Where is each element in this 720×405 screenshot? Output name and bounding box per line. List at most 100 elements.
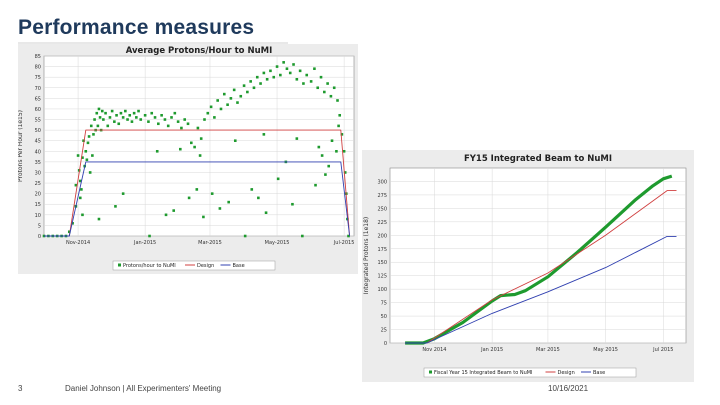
series-line: [405, 235, 677, 344]
x-tick-label: May 2015: [593, 347, 618, 353]
data-point: [187, 196, 191, 200]
data-point: [67, 230, 71, 234]
legend: Fiscal Year 15 Integrated Beam to NuMI De…: [423, 367, 637, 378]
page-number: 3: [18, 384, 23, 393]
y-tick-label: 70: [35, 86, 41, 92]
data-point: [285, 67, 289, 71]
data-point: [132, 111, 136, 115]
slide-title: Performance measures: [18, 16, 255, 39]
data-point: [98, 116, 102, 119]
data-point: [202, 215, 205, 219]
title-divider: [18, 42, 288, 44]
legend-label: Base: [233, 263, 245, 269]
series-line: [405, 174, 673, 345]
data-point: [298, 69, 302, 73]
data-point: [243, 234, 247, 238]
data-point: [292, 63, 295, 66]
data-point: [78, 179, 82, 183]
legend-label: Design: [197, 263, 214, 269]
data-point: [316, 86, 320, 90]
y-tick-label: 125: [377, 274, 387, 280]
data-point: [309, 80, 313, 83]
data-point: [332, 86, 336, 90]
data-point: [128, 113, 132, 117]
data-point: [264, 211, 268, 215]
data-point: [301, 234, 304, 238]
footer-date: 10/16/2021: [548, 384, 589, 393]
y-tick-label: 45: [35, 139, 41, 145]
data-point: [269, 69, 272, 73]
data-point: [137, 109, 140, 113]
data-point: [78, 196, 82, 200]
data-point: [226, 103, 229, 107]
y-tick-label: 0: [38, 234, 41, 240]
data-point: [347, 234, 350, 238]
data-point: [119, 111, 123, 115]
data-point: [92, 133, 95, 136]
data-point: [108, 116, 112, 119]
data-point: [272, 75, 276, 79]
data-point: [163, 118, 167, 121]
data-point: [246, 90, 249, 94]
data-point: [317, 145, 321, 149]
data-point: [102, 118, 105, 121]
x-tick-label: Jan-2015: [133, 240, 156, 246]
data-point: [143, 113, 147, 117]
data-point: [95, 111, 99, 115]
data-point: [166, 124, 170, 128]
data-point: [203, 118, 206, 121]
data-point: [210, 192, 214, 195]
data-point: [199, 137, 203, 140]
data-point: [222, 92, 226, 96]
y-tick-label: 65: [35, 96, 41, 102]
data-point: [104, 111, 107, 115]
data-point: [320, 154, 324, 157]
data-point: [249, 80, 252, 83]
data-point: [330, 139, 334, 143]
data-point: [209, 105, 213, 109]
data-point: [81, 213, 84, 217]
data-point: [85, 158, 89, 162]
data-point: [157, 122, 160, 126]
data-point: [150, 111, 154, 115]
y-tick-label: 25: [381, 328, 387, 334]
y-tick-label: 25: [35, 181, 41, 187]
data-point: [282, 61, 285, 64]
y-tick-label: 250: [377, 206, 387, 212]
data-point: [343, 171, 347, 174]
data-point: [106, 124, 110, 128]
series-line: [44, 161, 351, 237]
data-point: [115, 113, 118, 117]
y-tick-label: 75: [381, 301, 387, 307]
data-point: [314, 183, 317, 187]
data-point: [139, 118, 143, 121]
data-point: [87, 135, 91, 138]
data-point: [206, 111, 210, 115]
integrated-beam-chart-svg: FY15 Integrated Beam to NuMI 0 25 50 75 100 12…: [363, 154, 687, 378]
data-point: [279, 73, 282, 77]
data-point: [265, 77, 269, 81]
data-point: [130, 120, 134, 123]
data-point: [91, 154, 94, 157]
legend: Protons/hour to NuMI Design Base: [112, 260, 276, 271]
legend-label: Fiscal Year 15 Integrated Beam to NuMI: [434, 370, 533, 376]
data-point: [97, 217, 101, 221]
y-tick-label: 75: [35, 75, 41, 81]
legend-box: [423, 367, 637, 378]
data-point: [233, 139, 237, 143]
x-tick-label: Jan 2015: [480, 347, 503, 353]
data-point: [291, 202, 294, 206]
legend-marker: [118, 263, 121, 267]
data-point: [335, 149, 338, 153]
legend-label: Design: [558, 370, 575, 376]
y-tick-label: 80: [35, 65, 41, 71]
data-point: [327, 164, 331, 168]
y-tick-label: 20: [35, 192, 41, 198]
data-point: [172, 209, 176, 212]
data-point: [342, 149, 346, 153]
data-point: [114, 205, 117, 208]
data-point: [213, 116, 216, 119]
data-point: [338, 113, 342, 117]
y-tick-label: 200: [377, 233, 387, 239]
x-tick-label: Nov 2014: [422, 347, 446, 353]
